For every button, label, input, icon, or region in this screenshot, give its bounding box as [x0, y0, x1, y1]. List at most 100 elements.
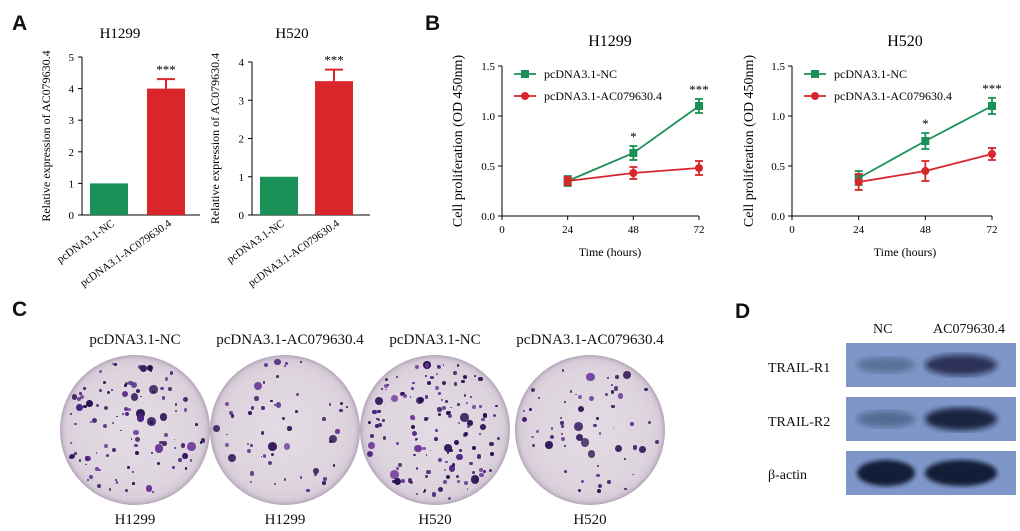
colony [260, 431, 265, 435]
colony-dish [360, 355, 510, 505]
colony [521, 416, 527, 422]
colony [479, 468, 484, 473]
colony [93, 419, 95, 422]
colony [400, 392, 405, 397]
colony [132, 482, 135, 485]
colony [273, 483, 276, 486]
colony [89, 420, 93, 424]
colony [560, 421, 564, 425]
colony [426, 470, 431, 475]
colony [121, 390, 129, 397]
colony [332, 464, 336, 467]
colony [127, 407, 131, 412]
colony-bottom-label: H520 [573, 512, 607, 528]
colony [470, 475, 480, 484]
colony [390, 395, 398, 403]
colony-top-label: pcDNA3.1-NC [389, 332, 481, 348]
colony [424, 395, 428, 399]
colony [461, 379, 465, 384]
colony [531, 435, 534, 439]
y-tick-label: 0 [69, 210, 75, 222]
colony [276, 374, 280, 378]
significance-label: *** [324, 53, 344, 68]
colony [490, 451, 495, 456]
colony [89, 475, 94, 479]
colony [402, 394, 407, 398]
chart-title: H1299 [588, 33, 632, 50]
colony [377, 409, 381, 413]
colony [99, 369, 103, 373]
colony [623, 457, 626, 460]
data-point [988, 102, 996, 110]
colony [250, 406, 255, 411]
colony [456, 479, 461, 484]
colony [560, 433, 563, 436]
colony [128, 381, 133, 386]
colony [106, 390, 110, 394]
panel-letter-d: D [735, 300, 751, 323]
colony [415, 437, 418, 440]
colony [445, 399, 449, 404]
y-tick-label: 5 [69, 52, 75, 64]
colony [587, 449, 596, 458]
colony [458, 448, 463, 452]
colony [482, 469, 486, 473]
y-tick-label: 1 [239, 172, 245, 184]
colony [103, 406, 108, 411]
colony [410, 414, 415, 420]
colony [113, 363, 117, 367]
blot-band [857, 410, 915, 428]
colony [611, 404, 615, 408]
colony [383, 384, 388, 388]
x-tick-label: 0 [499, 224, 505, 236]
legend-swatch-marker [811, 92, 819, 100]
colony [369, 433, 374, 439]
colony [467, 420, 473, 426]
colony [367, 451, 374, 458]
colony [427, 416, 430, 419]
colony [313, 473, 317, 477]
colony [225, 433, 228, 436]
colony [537, 396, 540, 399]
colony [254, 382, 262, 391]
x-tick-label: 48 [628, 224, 640, 236]
colony [545, 441, 553, 449]
colony [79, 395, 84, 400]
colony [617, 393, 624, 399]
legend-label: pcDNA3.1-AC079630.4 [834, 89, 952, 103]
colony [87, 479, 90, 482]
colony [260, 405, 265, 411]
colony [335, 429, 340, 434]
colony [151, 452, 154, 455]
colony [445, 460, 448, 464]
y-tick-label: 4 [69, 84, 75, 96]
colony [597, 465, 600, 468]
colony [270, 399, 273, 403]
colony [561, 437, 565, 441]
colony [162, 441, 167, 446]
colony [260, 455, 263, 458]
colony [262, 380, 266, 384]
colony [496, 437, 500, 441]
colony [387, 383, 389, 386]
colony [599, 432, 602, 435]
colony-top-label: pcDNA3.1-AC079630.4 [216, 332, 364, 348]
colony [147, 416, 156, 426]
colony [529, 407, 533, 411]
y-tick-label: 0.0 [771, 211, 785, 223]
colony [124, 381, 129, 386]
colony [447, 413, 453, 419]
colony [103, 444, 108, 448]
blot-band [925, 354, 997, 376]
colony [78, 391, 82, 395]
colony [183, 396, 189, 402]
colony [443, 443, 452, 453]
colony [249, 471, 255, 477]
colony [441, 380, 446, 386]
colony [564, 400, 567, 404]
colony [250, 444, 253, 448]
colony [112, 447, 117, 452]
colony [346, 406, 349, 408]
colony [409, 395, 412, 398]
colony [412, 431, 418, 437]
